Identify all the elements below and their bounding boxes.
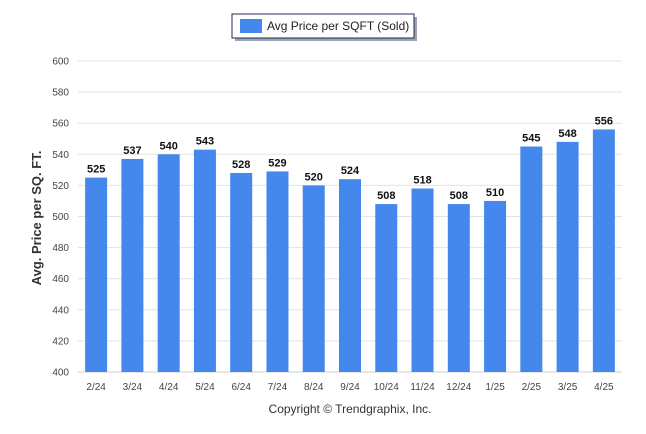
x-tick-label: 9/24 — [340, 382, 360, 393]
y-tick-label: 480 — [52, 243, 69, 254]
legend-label: Avg Price per SQFT (Sold) — [267, 19, 409, 33]
data-label: 548 — [558, 128, 576, 140]
legend-swatch — [240, 19, 262, 33]
x-tick-label: 12/24 — [446, 382, 471, 393]
y-tick-label: 460 — [52, 274, 69, 285]
y-tick-label: 440 — [52, 305, 69, 316]
x-tick-label: 3/25 — [558, 382, 578, 393]
y-tick-label: 400 — [52, 368, 69, 379]
bar — [121, 158, 144, 372]
bar — [520, 146, 543, 372]
data-label: 529 — [268, 157, 286, 169]
x-tick-label: 7/24 — [268, 382, 288, 393]
x-tick-label: 5/24 — [195, 382, 215, 393]
y-tick-label: 540 — [52, 150, 69, 161]
bar — [484, 200, 507, 372]
bar — [193, 149, 216, 372]
bar — [556, 141, 579, 372]
data-label: 518 — [413, 175, 431, 187]
y-tick-label: 520 — [52, 181, 69, 192]
data-label: 543 — [196, 136, 214, 148]
data-label: 524 — [341, 165, 360, 177]
x-tick-label: 10/24 — [374, 382, 399, 393]
bar — [411, 188, 434, 372]
x-tick-label: 4/24 — [159, 382, 179, 393]
y-tick-label: 600 — [52, 57, 69, 68]
bar — [230, 172, 253, 372]
data-label: 525 — [87, 164, 105, 176]
bar — [302, 185, 325, 372]
y-axis-label: Avg. Price per SQ. FT. — [29, 151, 44, 286]
bar — [266, 171, 289, 372]
bar — [375, 204, 398, 372]
data-label: 508 — [450, 190, 468, 202]
data-label: 520 — [305, 171, 323, 183]
x-tick-label: 2/25 — [522, 382, 542, 393]
bar — [157, 154, 180, 372]
legend: Avg Price per SQFT (Sold) — [231, 13, 417, 41]
bars — [85, 129, 615, 372]
x-tick-label: 8/24 — [304, 382, 324, 393]
data-label: 556 — [595, 115, 613, 127]
y-tick-label: 500 — [52, 212, 69, 223]
bar — [85, 177, 108, 372]
y-tick-label: 560 — [52, 119, 69, 130]
x-axis-ticks: 2/24 3/24 4/24 5/24 6/24 7/24 8/24 9/24 10/24 11/… — [86, 382, 614, 393]
y-tick-label: 580 — [52, 88, 69, 99]
bar — [447, 204, 470, 372]
x-tick-label: 3/24 — [123, 382, 143, 393]
bar — [592, 129, 615, 372]
x-tick-label: 11/24 — [410, 382, 435, 393]
data-label: 540 — [159, 140, 177, 152]
x-tick-label: 6/24 — [231, 382, 251, 393]
data-label: 528 — [232, 159, 250, 171]
y-axis-ticks: 400 420 440 460 480 500 520 540 560 580 600 — [52, 57, 69, 379]
y-tick-label: 420 — [52, 336, 69, 347]
x-tick-label: 1/25 — [485, 382, 505, 393]
data-label: 510 — [486, 187, 504, 199]
bar — [339, 179, 361, 372]
x-tick-label: 4/25 — [594, 382, 614, 393]
copyright-text: Copyright © Trendgraphix, Inc. — [269, 402, 432, 416]
data-label: 508 — [377, 190, 395, 202]
data-label: 545 — [522, 133, 540, 145]
data-label: 537 — [123, 145, 141, 157]
x-tick-label: 2/24 — [86, 382, 106, 393]
data-labels: 525 537 540 543 528 529 520 524 508 518 508 510 545 5… — [87, 115, 613, 202]
